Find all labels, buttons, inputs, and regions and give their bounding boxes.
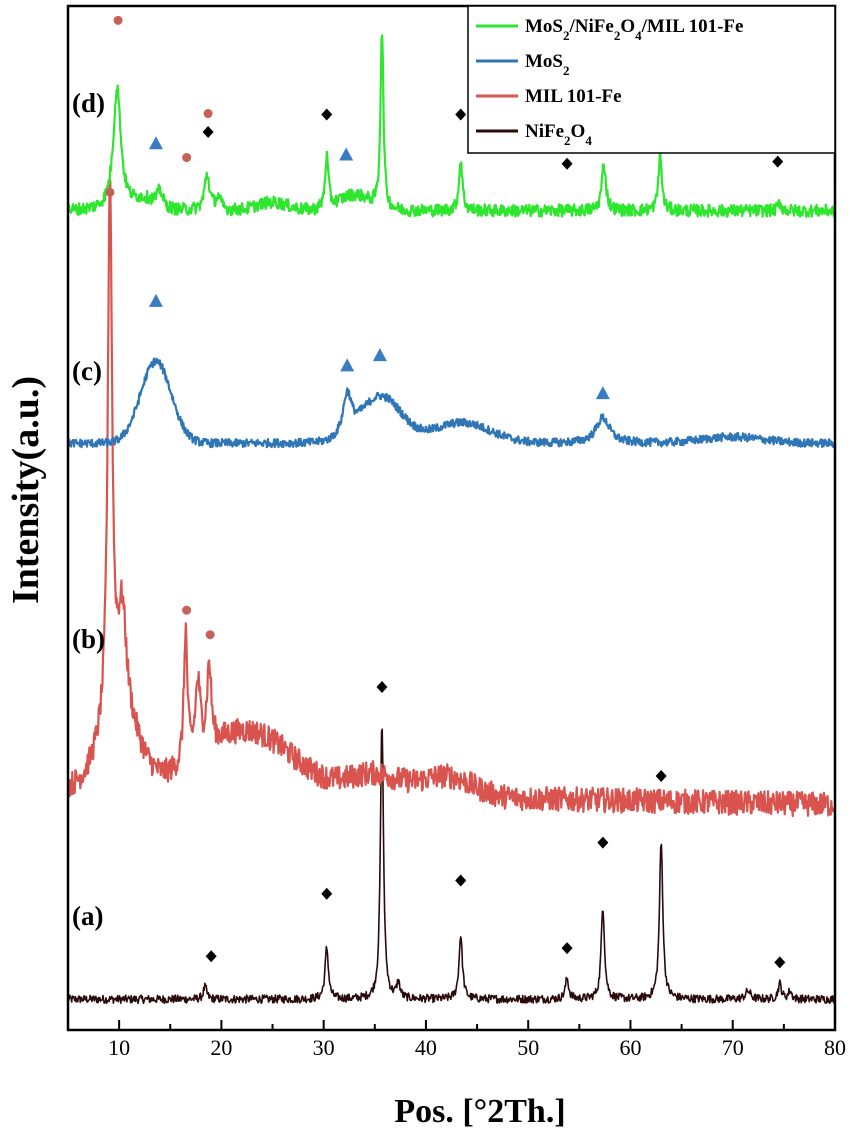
series-line-d <box>68 34 835 218</box>
x-tick-label: 80 <box>824 1035 846 1060</box>
series-line-c <box>68 357 835 449</box>
peak-marker-diamond <box>774 956 786 969</box>
peak-marker-diamond <box>376 680 388 693</box>
x-axis-label: Pos. [°2Th.] <box>394 1093 565 1130</box>
panel-label-d: (d) <box>72 88 105 118</box>
x-tick-label: 30 <box>313 1035 335 1060</box>
peak-marker-diamond <box>455 108 467 121</box>
peak-marker-diamond <box>205 950 217 963</box>
legend-label-c: MoS2 <box>525 51 570 78</box>
legend-label-a: NiFe2O4 <box>525 121 592 148</box>
peak-marker-diamond <box>772 155 784 168</box>
peak-marker-diamond <box>321 887 333 900</box>
peak-marker-diamond <box>202 125 214 138</box>
x-tick-label: 40 <box>415 1035 437 1060</box>
x-axis: 10 20 30 40 50 60 70 80 <box>67 1020 846 1060</box>
panel-label-b: (b) <box>72 624 105 654</box>
peak-marker-diamond <box>561 157 573 170</box>
peak-marker-triangle <box>339 147 354 161</box>
series-line-b <box>68 179 835 818</box>
peak-marker-circle <box>203 109 213 119</box>
peak-marker-diamond <box>655 770 667 783</box>
legend-label-d: MoS2/NiFe2O4/MIL 101-Fe <box>525 16 743 43</box>
peak-marker-circle <box>182 605 192 615</box>
peak-marker-diamond <box>561 942 573 955</box>
x-tick-label: 70 <box>722 1035 744 1060</box>
series-line-a <box>68 728 835 1005</box>
plot-frame <box>66 4 837 1032</box>
panel-label-a: (a) <box>72 901 103 931</box>
peak-marker-circle <box>105 187 115 197</box>
x-tick-label: 20 <box>210 1035 232 1060</box>
peak-marker-circle <box>205 630 215 640</box>
legend-label-b: MIL 101-Fe <box>525 86 622 107</box>
x-tick-label: 10 <box>108 1035 130 1060</box>
x-tick-label: 50 <box>517 1035 539 1060</box>
peak-marker-triangle <box>595 386 610 400</box>
peak-marker-triangle <box>148 293 163 307</box>
peak-marker-diamond <box>321 108 333 121</box>
peak-marker-diamond <box>455 874 467 887</box>
peak-marker-circle <box>113 15 123 25</box>
peak-marker-triangle <box>148 136 163 150</box>
x-tick-label: 60 <box>619 1035 641 1060</box>
peak-marker-diamond <box>597 836 609 849</box>
panel-label-c: (c) <box>72 356 102 386</box>
peak-marker-triangle <box>372 348 387 362</box>
peak-marker-triangle <box>340 358 355 372</box>
peak-marker-circle <box>182 153 192 163</box>
legend-box <box>467 5 836 154</box>
y-axis-label: Intensity(a.u.) <box>5 376 47 604</box>
legend: MoS2/NiFe2O4/MIL 101-Fe MoS2 MIL 101-Fe NiF… <box>467 5 836 154</box>
